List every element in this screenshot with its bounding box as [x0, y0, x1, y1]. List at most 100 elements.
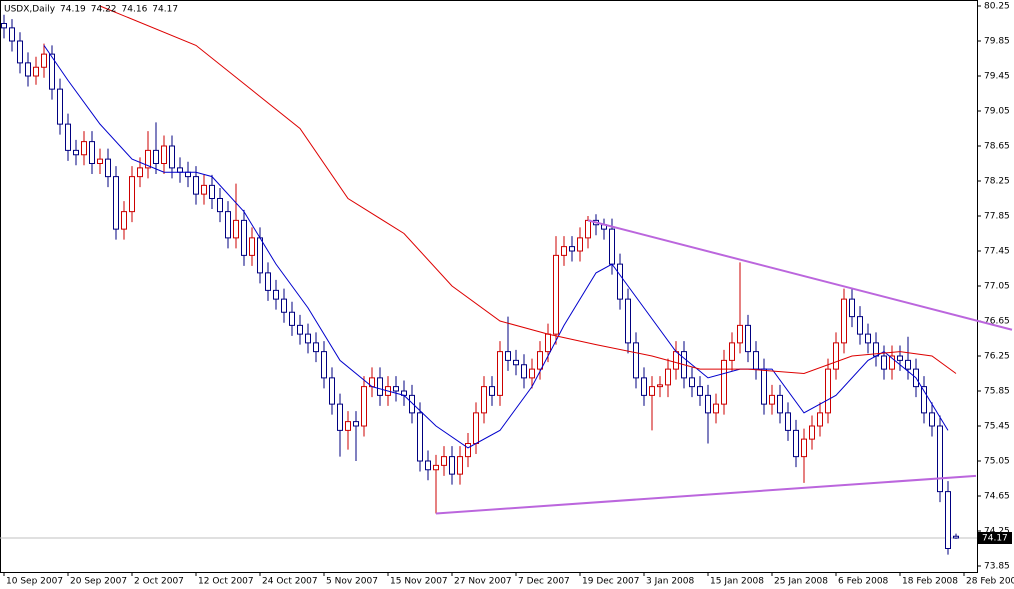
x-tick-label: 7 Dec 2007	[518, 577, 570, 587]
candle-body	[809, 425, 815, 440]
candle-body	[241, 219, 247, 256]
candle-body	[449, 456, 455, 475]
x-tick-label: 24 Oct 2007	[262, 577, 318, 587]
candle-body	[121, 211, 127, 230]
candle-body	[585, 219, 591, 239]
x-tick-label: 19 Dec 2007	[582, 577, 640, 587]
x-tick-label: 5 Nov 2007	[326, 577, 378, 587]
candle-body	[881, 355, 887, 370]
x-tick-label: 3 Jan 2008	[646, 577, 694, 587]
header-value: 74.19	[60, 5, 86, 15]
candle-body	[225, 211, 231, 239]
x-tick-label: 18 Feb 2008	[902, 577, 958, 587]
candle-body	[849, 298, 855, 318]
x-tick-label: 27 Nov 2007	[454, 577, 512, 587]
candle-body	[113, 176, 119, 230]
candle-body	[81, 141, 87, 156]
y-tick-label: 79.05	[984, 107, 1010, 117]
header-value: 74.17	[152, 5, 178, 15]
y-tick-label: 74.25	[984, 527, 1010, 537]
candle-body	[409, 394, 415, 414]
candle-body	[249, 237, 255, 256]
y-tick-label: 76.25	[984, 352, 1010, 362]
candle-body	[745, 324, 751, 353]
candle-body	[569, 246, 575, 252]
header-value: 74.22	[91, 5, 117, 15]
candle-body	[441, 456, 447, 466]
candle-body	[737, 324, 743, 344]
candle-body	[769, 394, 775, 405]
y-tick-label: 76.65	[984, 317, 1010, 327]
candle-body	[689, 377, 695, 388]
candle-body	[953, 535, 959, 539]
trend-line	[435, 474, 977, 515]
candle-body	[465, 443, 471, 458]
y-tick-label: 77.45	[984, 247, 1010, 257]
x-tick-label: 2 Oct 2007	[134, 577, 184, 587]
candle-body	[257, 237, 263, 274]
candle-body	[457, 456, 463, 475]
candle-body	[641, 377, 647, 396]
x-tick-label: 15 Jan 2008	[710, 577, 764, 587]
candle-body	[657, 384, 663, 388]
moving-average	[99, 5, 957, 375]
candle-body	[537, 351, 543, 370]
y-tick-label: 75.45	[984, 422, 1010, 432]
candle-body	[761, 368, 767, 405]
x-tick-label: 12 Oct 2007	[198, 577, 254, 587]
x-tick-label: 10 Sep 2007	[6, 577, 63, 587]
candle-body	[17, 40, 23, 64]
candle-body	[753, 351, 759, 370]
candle-body	[177, 167, 183, 173]
candle-body	[929, 412, 935, 427]
y-tick-label: 77.85	[984, 212, 1010, 222]
candle-body	[321, 351, 327, 379]
candle-body	[153, 149, 159, 164]
candle-body	[361, 386, 367, 427]
candle-body	[233, 219, 239, 239]
y-tick-label: 77.05	[984, 282, 1010, 292]
candle-body	[145, 149, 151, 169]
candle-body	[617, 263, 623, 300]
header-value: 74.16	[122, 5, 148, 15]
candle-body	[305, 333, 311, 344]
candle-body	[857, 316, 863, 335]
candle-body	[721, 359, 727, 405]
candle-body	[705, 394, 711, 414]
candle-body	[137, 167, 143, 178]
y-tick-label: 75.85	[984, 387, 1010, 397]
candle-body	[185, 171, 191, 178]
candle-body	[337, 403, 343, 431]
last-price-box	[978, 532, 1012, 544]
candle-body	[713, 403, 719, 414]
candle-body	[393, 386, 399, 392]
y-tick-label: 74.65	[984, 492, 1010, 502]
candle-body	[489, 386, 495, 396]
candle-body	[825, 368, 831, 414]
candle-body	[633, 342, 639, 379]
candle-body	[433, 464, 439, 471]
candle-body	[673, 351, 679, 370]
candle-body	[729, 342, 735, 361]
candle-body	[545, 333, 551, 353]
candle-body	[41, 53, 47, 68]
candle-body	[897, 355, 903, 361]
candle-body	[521, 364, 527, 379]
candle-body	[921, 386, 927, 414]
candle-body	[377, 377, 383, 396]
candle-body	[161, 145, 167, 164]
candle-body	[777, 394, 783, 414]
candle-body	[889, 355, 895, 370]
candle-body	[697, 386, 703, 396]
y-tick-label: 79.45	[984, 72, 1010, 82]
candle-body	[289, 311, 295, 326]
candle-body	[25, 62, 31, 77]
candle-body	[1, 23, 7, 29]
candle-body	[425, 460, 431, 471]
candle-body	[665, 368, 671, 386]
candle-body	[297, 324, 303, 335]
symbol-label: USDX,Daily	[4, 5, 56, 15]
candle-body	[841, 298, 847, 344]
candle-body	[649, 386, 655, 396]
